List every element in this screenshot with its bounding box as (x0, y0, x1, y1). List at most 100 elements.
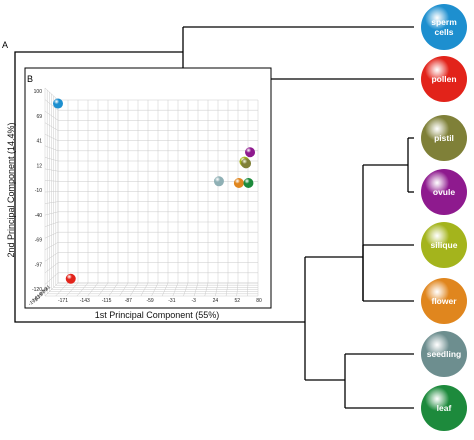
leaf-ball-pistil (421, 115, 467, 161)
leaf-node-ovule: ovule (421, 169, 467, 215)
leaf-label-leaf: leaf (437, 403, 452, 413)
grid-line (44, 201, 59, 204)
leaf-node-pollen: pollen (421, 56, 467, 102)
leaf-ball-ovule (421, 169, 467, 215)
grid-line (172, 282, 179, 297)
grid-line (193, 282, 199, 297)
pca-point-seedling (213, 176, 224, 187)
x-tick-label: -59 (146, 298, 153, 304)
grid-line (44, 252, 59, 262)
grid-line (44, 231, 59, 239)
x-tick-label: 80 (256, 298, 262, 304)
grid-line (44, 242, 59, 250)
grid-line (204, 282, 209, 297)
y-tick-label: -40 (35, 213, 42, 219)
grid-line (44, 262, 59, 274)
depth-tick-label: -171 (28, 297, 40, 308)
grid-line (44, 272, 59, 285)
leaf-ball-pollen (421, 56, 467, 102)
leaf-ball-silique (421, 222, 467, 268)
grid-line (66, 282, 79, 297)
grid-line (44, 133, 59, 141)
leaf-ball-leaf (421, 385, 467, 431)
depth-tick-label: -87 (37, 289, 47, 298)
depth-tick-label: -59 (40, 287, 50, 296)
depth-tick-label: -143 (30, 294, 42, 305)
grid-line (44, 180, 59, 182)
y-tick-label: -97 (35, 262, 42, 268)
grid-line (247, 282, 249, 297)
grid-line (44, 99, 59, 111)
pca-point-sperm-cells (53, 98, 63, 109)
pca-point-pistil (241, 158, 252, 169)
x-tick-label: -171 (58, 298, 68, 304)
y-tick-label: 100 (34, 89, 43, 95)
x-axis-label: 1st Principal Component (55%) (95, 310, 220, 320)
pca-point-flower (233, 178, 244, 189)
grid-line (151, 282, 159, 297)
grid-line (87, 282, 99, 297)
grid-line (44, 87, 59, 101)
grid-line (55, 282, 69, 297)
grid-line (140, 282, 149, 297)
panel-label-a: A (2, 40, 8, 50)
pca-point-ovule (245, 147, 256, 158)
pca-point-leaf (243, 178, 254, 189)
y-tick-label: -10 (35, 188, 42, 194)
leaf-node-leaf: leaf (421, 385, 467, 431)
leaf-label-sperm: sperm (431, 17, 457, 27)
leaf-label-sperm: cells (435, 27, 454, 37)
branch-root-top (14, 51, 183, 58)
grid-line (44, 211, 59, 216)
pca-point-pollen (65, 273, 76, 284)
x-tick-label: -115 (102, 298, 112, 304)
leaf-ball-flower (421, 278, 467, 324)
grid-line (225, 282, 229, 297)
leaf-node-seedling: seedling (421, 331, 467, 377)
grid-line (44, 282, 59, 297)
grid-line (44, 168, 59, 172)
grid-line (236, 282, 239, 297)
x-tick-label: -3 (191, 298, 196, 304)
x-tick-label: 52 (234, 298, 240, 304)
leaf-label-pistil: pistil (434, 133, 454, 143)
y-tick-label: 12 (36, 163, 42, 169)
grid-line (44, 191, 59, 193)
depth-tick-label: -115 (33, 292, 45, 303)
y-tick-label: -120 (32, 287, 42, 293)
panel-label-b: B (27, 74, 33, 84)
grid-line (119, 282, 129, 297)
grid-line (44, 110, 59, 121)
grid-line (44, 221, 59, 227)
leaf-ball-sperm (421, 4, 467, 50)
y-tick-label: 41 (36, 139, 42, 145)
x-tick-label: -143 (80, 298, 90, 304)
branch-root-left (14, 58, 305, 323)
grid-line (44, 157, 59, 162)
y-tick-label: 69 (36, 114, 42, 120)
grid-line (161, 282, 169, 297)
grid-line (108, 282, 119, 297)
grid-line (129, 282, 139, 297)
leaf-label-ovule: ovule (433, 187, 455, 197)
grid-line (98, 282, 109, 297)
grid-line (183, 282, 189, 297)
x-tick-label: -87 (125, 298, 132, 304)
grid-line (215, 282, 219, 297)
leaf-label-pollen: pollen (431, 74, 456, 84)
grid-line (76, 282, 89, 297)
leaf-node-pistil: pistil (421, 115, 467, 161)
y-axis-label: 2nd Principal Component (14.4%) (6, 122, 16, 257)
y-tick-label: -69 (35, 238, 42, 244)
leaf-node-silique: silique (421, 222, 467, 268)
depth-tick-label: -31 (42, 284, 52, 293)
leaf-node-flower: flower (421, 278, 467, 324)
grid-line (44, 145, 59, 152)
x-tick-label: -31 (168, 298, 175, 304)
grid-line (44, 122, 59, 131)
leaf-label-seedling: seedling (427, 349, 461, 359)
leaf-label-flower: flower (431, 296, 457, 306)
